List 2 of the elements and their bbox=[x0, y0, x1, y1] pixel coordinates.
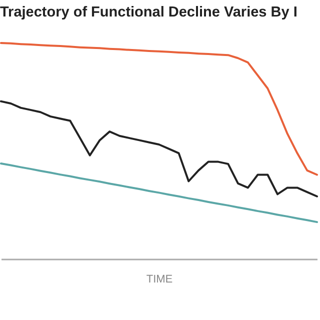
chart-title: Trajectory of Functional Decline Varies By I bbox=[0, 4, 298, 20]
x-axis-title: TIME bbox=[146, 274, 173, 286]
